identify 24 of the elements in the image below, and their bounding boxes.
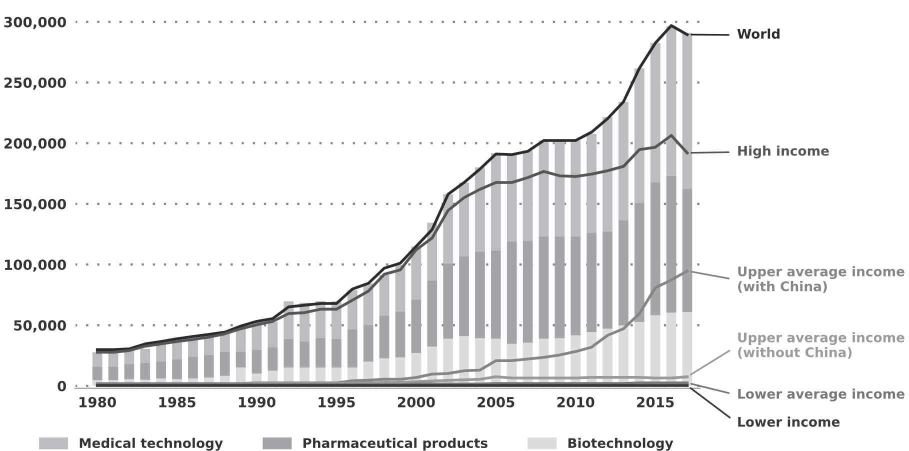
text: Upper average income (without China)	[738, 332, 904, 359]
legend-label: High income	[738, 146, 829, 158]
legend-label: Biotechnology	[568, 438, 674, 451]
x-tick-label: 1985	[159, 396, 196, 408]
legend-label: World	[737, 28, 780, 39]
x-tick-label: 2005	[478, 396, 514, 408]
legend-label: Pharmaceutical products	[303, 438, 488, 451]
y-tick-label: 250,000	[4, 77, 66, 90]
x-tick-label: 2015	[637, 396, 674, 408]
y-tick-label: 100,000	[4, 260, 66, 272]
legend-label: Medical technology	[80, 438, 223, 451]
x-tick-label: 1995	[318, 396, 355, 408]
x-tick-label: 2000	[398, 396, 435, 408]
legend-label: Lower average income	[738, 388, 904, 402]
text: Lower income	[738, 416, 840, 427]
legend-label: Upper average income (with China)	[738, 266, 904, 293]
y-tick-label: 50,000	[14, 320, 66, 332]
x-tick-label: 2010	[557, 396, 594, 408]
x-tick-label: 1990	[239, 396, 276, 408]
y-tick-label: 0	[58, 380, 66, 392]
x-tick-label: 1980	[80, 396, 116, 408]
y-tick-label: 150,000	[4, 198, 66, 212]
y-tick-label: 200,000	[4, 138, 66, 150]
y-tick-label: 300,000	[4, 16, 66, 30]
